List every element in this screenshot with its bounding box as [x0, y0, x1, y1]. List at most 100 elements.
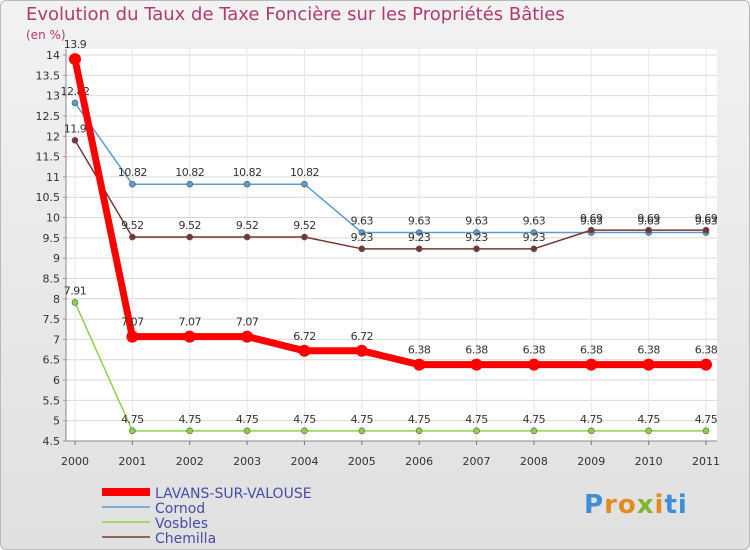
data-point-chemilla: [530, 245, 538, 253]
data-point-lavans-sur-valouse: [183, 330, 196, 343]
data-point-cornod: [415, 229, 423, 236]
data-point-vosbles: [702, 427, 710, 435]
data-label-cornod: 10.82: [118, 166, 147, 179]
data-label-lavans-sur-valouse: 7.07: [121, 316, 144, 329]
data-label-lavans-sur-valouse: 13.9: [64, 38, 87, 51]
data-point-vosbles: [301, 427, 308, 435]
data-label-chemilla: 9.52: [236, 219, 259, 232]
data-point-cornod: [186, 180, 194, 188]
x-tick-label: 2000: [61, 455, 89, 468]
data-point-chemilla: [129, 233, 136, 241]
y-tick-label: 14: [46, 49, 60, 62]
data-label-lavans-sur-valouse: 7.07: [236, 316, 259, 329]
data-point-cornod: [301, 180, 308, 188]
data-point-lavans-sur-valouse: [470, 358, 483, 371]
data-point-chemilla: [702, 226, 710, 234]
data-label-lavans-sur-valouse: 6.38: [580, 344, 603, 357]
y-tick-label: 11: [46, 171, 60, 184]
y-tick-label: 4.5: [43, 435, 61, 448]
data-label-vosbles: 4.75: [293, 413, 316, 426]
x-tick-label: 2008: [520, 455, 548, 468]
data-point-lavans-sur-valouse: [355, 344, 368, 357]
x-tick-label: 2005: [348, 455, 376, 468]
data-point-vosbles: [186, 427, 194, 435]
x-tick-label: 2003: [233, 455, 261, 468]
y-tick-label: 12.5: [36, 110, 61, 123]
series-line-cornod: [74, 102, 707, 234]
x-tick-label: 2002: [176, 455, 204, 468]
data-label-cornod: 9.63: [465, 215, 488, 228]
data-label-lavans-sur-valouse: 6.72: [293, 330, 316, 343]
series-line-vosbles: [74, 301, 707, 432]
logo-letter: o: [617, 490, 637, 520]
data-label-lavans-sur-valouse: 6.38: [408, 344, 431, 357]
data-label-chemilla: 9.23: [408, 231, 431, 244]
data-point-cornod: [358, 229, 366, 236]
data-label-chemilla: 9.23: [523, 231, 546, 244]
data-label-vosbles: 4.75: [408, 413, 431, 426]
data-label-vosbles: 4.75: [236, 413, 259, 426]
data-label-cornod: 9.63: [408, 215, 431, 228]
y-tick-label: 8: [53, 293, 60, 306]
data-label-vosbles: 4.75: [351, 413, 374, 426]
y-tick-label: 6: [53, 374, 60, 387]
data-point-lavans-sur-valouse: [700, 358, 712, 371]
data-point-chemilla: [473, 245, 480, 253]
data-label-vosbles: 7.91: [64, 284, 87, 297]
series-line-lavans-sur-valouse: [71, 55, 710, 369]
chart-title: Evolution du Taux de Taxe Foncière sur l…: [26, 4, 565, 25]
data-label-cornod: 9.63: [637, 215, 660, 228]
data-point-vosbles: [587, 427, 595, 435]
axes: 4.5 5 5.5 6 6.5 7 7.5 8 8.5 9 9.5 10 10.5 11 11.5 12 12.…: [36, 49, 720, 468]
x-tick-label: 2009: [577, 455, 605, 468]
data-label-chemilla: 9.52: [293, 219, 316, 232]
data-point-lavans-sur-valouse: [527, 358, 540, 371]
y-tick-label: 8.5: [43, 272, 61, 285]
data-point-vosbles: [358, 427, 366, 435]
data-label-lavans-sur-valouse: 6.38: [465, 344, 488, 357]
logo-letter: ti: [664, 490, 688, 520]
y-tick-label: 13.5: [36, 69, 61, 82]
data-label-lavans-sur-valouse: 7.07: [178, 316, 201, 329]
y-tick-label: 9.5: [43, 232, 61, 245]
data-point-vosbles: [645, 427, 652, 435]
data-label-cornod: 9.63: [695, 215, 718, 228]
data-label-vosbles: 4.75: [637, 413, 660, 426]
x-tick-label: 2010: [635, 455, 663, 468]
logo-letter: i: [654, 490, 665, 520]
data-point-vosbles: [473, 427, 480, 435]
data-label-cornod: 9.63: [580, 215, 603, 228]
data-label-cornod: 10.82: [175, 166, 204, 179]
data-label-chemilla: 9.69: [695, 212, 718, 225]
data-point-chemilla: [186, 233, 194, 241]
y-tick-label: 7: [53, 333, 60, 346]
data-point-chemilla: [71, 137, 79, 144]
data-point-lavans-sur-valouse: [585, 358, 598, 371]
data-point-cornod: [530, 229, 538, 236]
data-label-chemilla: 9.69: [637, 212, 660, 225]
data-label-cornod: 10.82: [233, 166, 262, 179]
y-tick-label: 5.5: [43, 394, 61, 407]
data-point-vosbles: [415, 427, 423, 435]
data-point-lavans-sur-valouse: [126, 330, 139, 343]
data-label-chemilla: 9.23: [465, 231, 488, 244]
y-tick-label: 10: [46, 212, 60, 225]
data-label-vosbles: 4.75: [695, 413, 718, 426]
data-label-vosbles: 4.75: [178, 413, 201, 426]
data-label-chemilla: 11.9: [64, 122, 87, 135]
x-tick-label: 2001: [118, 455, 146, 468]
data-point-vosbles: [243, 427, 251, 435]
data-point-vosbles: [530, 427, 538, 435]
data-label-vosbles: 4.75: [523, 413, 546, 426]
legend-label-vosbles: Vosbles: [155, 516, 208, 532]
legend-label-chemilla: Chemilla: [155, 531, 216, 547]
x-tick-label: 2004: [290, 455, 318, 468]
data-point-chemilla: [587, 226, 595, 234]
data-label-cornod: 9.63: [523, 215, 546, 228]
y-axis-unit: (en %): [26, 28, 66, 42]
data-point-cornod: [473, 229, 480, 236]
data-point-vosbles: [71, 299, 79, 306]
